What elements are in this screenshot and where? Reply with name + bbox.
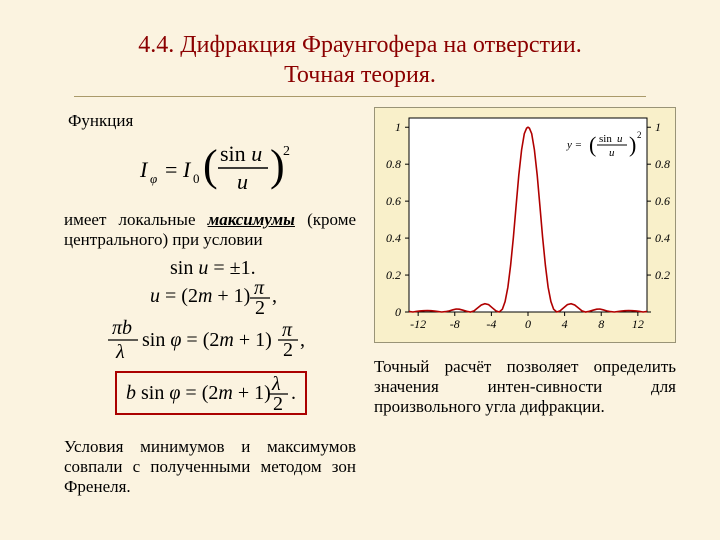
text-has-maxima: имеет локальные максимумы (кроме централ… — [64, 210, 356, 250]
svg-text:2: 2 — [283, 339, 293, 361]
svg-text:sin φ = (2m + 1): sin φ = (2m + 1) — [142, 329, 272, 351]
svg-text:2: 2 — [273, 393, 283, 415]
svg-text:sin u: sin u — [220, 141, 262, 166]
svg-text:2: 2 — [255, 297, 265, 319]
svg-text:I: I — [182, 157, 192, 182]
svg-text:0.6: 0.6 — [386, 194, 401, 208]
svg-text:π: π — [254, 277, 265, 299]
svg-text:I: I — [139, 157, 149, 182]
svg-text:0: 0 — [193, 171, 200, 186]
svg-text:0.2: 0.2 — [386, 268, 401, 282]
svg-text:1: 1 — [395, 120, 401, 134]
svg-text:sin u = ±1.: sin u = ±1. — [170, 257, 256, 279]
title-divider — [74, 96, 646, 97]
svg-text:sin: sin — [599, 133, 612, 145]
svg-text:): ) — [629, 132, 636, 157]
svg-text:u: u — [609, 147, 615, 159]
svg-text:b sin φ = (2m + 1): b sin φ = (2m + 1) — [126, 382, 271, 404]
svg-text:8: 8 — [598, 317, 604, 331]
svg-text:φ: φ — [150, 171, 157, 186]
slide-title: 4.4. Дифракция Фраунгофера на отверстии.… — [34, 30, 686, 90]
sinc-squared-chart: -12 -8 -4 0 4 8 12 0 0.2 0.2 0.4 0.4 0.6 0.6 0.8 0.8 1 1 y… — [374, 107, 676, 343]
text-span: имеет локальные — [64, 210, 208, 229]
svg-text:12: 12 — [632, 317, 644, 331]
svg-text:π: π — [282, 319, 293, 341]
title-line-1: 4.4. Дифракция Фраунгофера на отверстии. — [138, 32, 581, 58]
svg-text:0: 0 — [395, 305, 401, 319]
svg-text:y =: y = — [566, 139, 582, 151]
svg-text:,: , — [300, 329, 305, 351]
function-label: Функция — [68, 111, 356, 131]
svg-text:0.6: 0.6 — [655, 194, 670, 208]
svg-text:0.4: 0.4 — [386, 231, 401, 245]
slide: 4.4. Дифракция Фраунгофера на отверстии.… — [0, 0, 720, 540]
text-maxima-em: максимумы — [208, 210, 295, 229]
svg-text:λ: λ — [115, 341, 125, 363]
svg-text:u = (2m + 1): u = (2m + 1) — [150, 285, 250, 307]
svg-text:0: 0 — [525, 317, 531, 331]
formula-main: I φ = I 0 ( ) 2 sin u u — [64, 137, 356, 204]
formula-conditions: sin u = ±1. u = (2m + 1) π 2 , πb — [64, 256, 356, 431]
svg-text:0.2: 0.2 — [655, 268, 670, 282]
svg-text:=: = — [165, 157, 177, 182]
svg-text:-4: -4 — [486, 317, 496, 331]
svg-text:4: 4 — [562, 317, 568, 331]
svg-text:2: 2 — [637, 130, 642, 140]
svg-text:.: . — [291, 382, 296, 404]
svg-text:πb: πb — [112, 317, 132, 339]
svg-text:(: ( — [203, 141, 218, 190]
left-column: Функция I φ = I 0 ( ) 2 sin u — [64, 107, 356, 503]
svg-text:u: u — [237, 169, 248, 194]
content-columns: Функция I φ = I 0 ( ) 2 sin u — [24, 107, 696, 503]
svg-text:2: 2 — [283, 144, 290, 159]
svg-text:(: ( — [589, 132, 596, 157]
text-conditions-coincide: Условия минимумов и максимумов совпали с… — [64, 437, 356, 497]
svg-text:u: u — [617, 133, 623, 145]
title-line-2: Точная теория. — [284, 62, 436, 88]
svg-text:-12: -12 — [410, 317, 426, 331]
right-column: -12 -8 -4 0 4 8 12 0 0.2 0.2 0.4 0.4 0.6 0.6 0.8 0.8 1 1 y… — [374, 107, 676, 503]
svg-text:λ: λ — [271, 373, 281, 395]
svg-text:1: 1 — [655, 120, 661, 134]
text-exact-calc: Точный расчёт позволяет определить значе… — [374, 357, 676, 417]
svg-text:0.4: 0.4 — [655, 231, 670, 245]
svg-text:0.8: 0.8 — [655, 157, 670, 171]
svg-text:,: , — [272, 285, 277, 307]
svg-text:-8: -8 — [450, 317, 460, 331]
svg-text:0.8: 0.8 — [386, 157, 401, 171]
